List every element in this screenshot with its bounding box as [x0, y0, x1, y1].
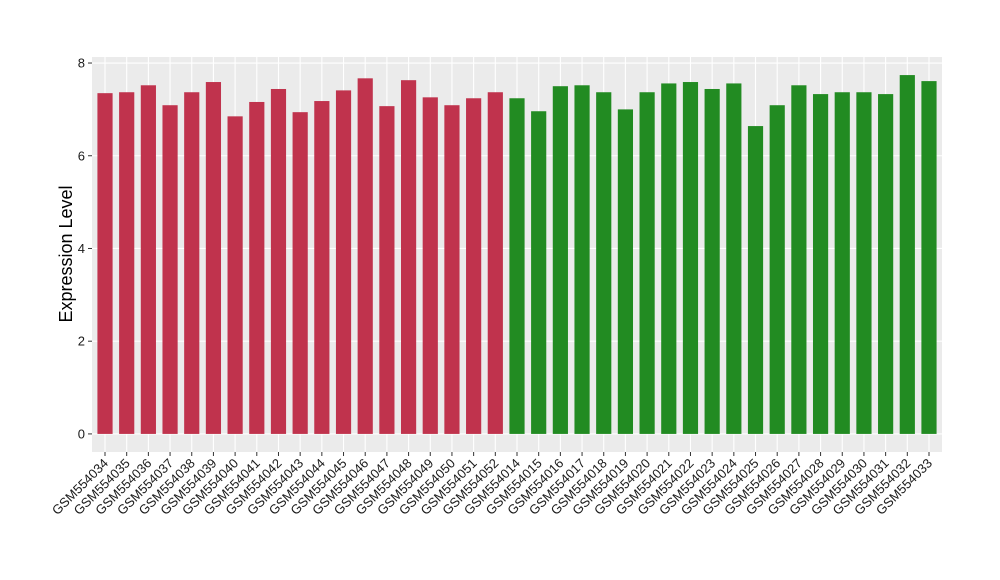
bar	[487, 92, 503, 434]
bar	[639, 92, 655, 434]
bar	[205, 82, 222, 434]
bar	[682, 82, 699, 434]
bar	[422, 97, 438, 434]
bar	[617, 109, 634, 434]
bar	[531, 111, 547, 434]
bar	[704, 88, 720, 434]
bar	[661, 83, 677, 434]
y-tick-label: 4	[78, 241, 85, 256]
bar	[140, 85, 156, 434]
bar	[726, 83, 742, 434]
bar	[162, 105, 178, 434]
bar	[444, 105, 460, 434]
bar	[249, 101, 265, 434]
bar	[314, 101, 330, 434]
bar	[834, 92, 850, 434]
bar	[97, 93, 113, 434]
y-tick-label: 2	[78, 334, 85, 349]
y-tick-label: 6	[78, 148, 85, 163]
bar	[335, 90, 352, 434]
bar	[747, 126, 764, 434]
bar	[357, 78, 373, 434]
y-tick-label: 0	[78, 426, 85, 441]
y-tick-label: 8	[78, 56, 85, 71]
bar	[574, 85, 590, 434]
bar	[812, 94, 829, 434]
bar	[552, 86, 568, 434]
bar	[227, 116, 243, 434]
bar	[921, 81, 937, 434]
bar	[184, 92, 200, 434]
bar	[856, 92, 872, 434]
bar	[466, 98, 482, 434]
bar	[509, 98, 525, 434]
bar	[791, 85, 807, 434]
bar	[119, 92, 135, 434]
bar	[596, 92, 612, 434]
y-axis-label: Expression Level	[56, 185, 76, 322]
bar	[270, 88, 287, 434]
bar	[899, 75, 915, 434]
bar	[400, 80, 417, 434]
bar	[769, 105, 785, 434]
bar	[878, 94, 894, 434]
bar	[292, 112, 308, 434]
bar	[379, 106, 395, 434]
